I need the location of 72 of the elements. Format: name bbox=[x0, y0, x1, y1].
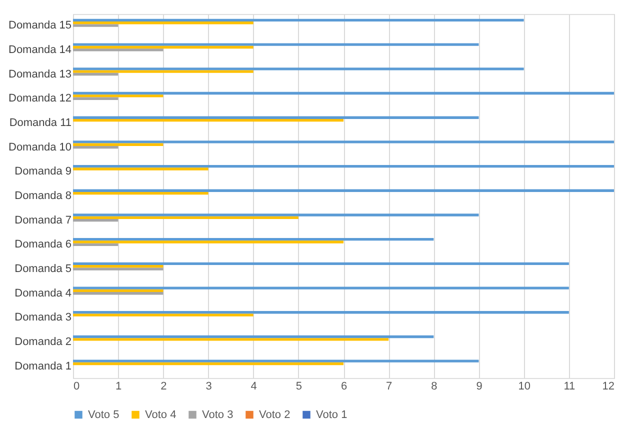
bar bbox=[73, 292, 164, 295]
bar bbox=[73, 192, 208, 195]
bar bbox=[73, 338, 389, 341]
y-tick-label: Domanda 10 bbox=[8, 141, 72, 154]
x-tick-label: 9 bbox=[476, 380, 482, 392]
x-tick-label: 11 bbox=[564, 380, 576, 392]
bar bbox=[73, 289, 164, 292]
bar bbox=[73, 362, 344, 366]
x-tick-label: 6 bbox=[340, 380, 348, 392]
bar bbox=[73, 189, 614, 192]
x-tick-label: 3 bbox=[206, 380, 212, 392]
y-tick-label: Domanda 12 bbox=[8, 92, 72, 105]
y-tick-label: Domanda 2 bbox=[14, 336, 72, 348]
bar bbox=[73, 240, 344, 244]
x-tick-label: 4 bbox=[250, 380, 257, 392]
bar bbox=[73, 46, 254, 49]
bar bbox=[73, 140, 614, 144]
bar bbox=[73, 219, 118, 222]
bar bbox=[73, 265, 164, 268]
y-tick-label: Domanda 11 bbox=[9, 116, 72, 129]
x-tick-label: 1 bbox=[116, 380, 122, 392]
bar bbox=[73, 286, 569, 290]
y-tick-label: Domanda 6 bbox=[14, 238, 72, 251]
bar bbox=[73, 24, 118, 27]
legend-label: Voto 3 bbox=[202, 408, 234, 421]
bar bbox=[73, 360, 479, 362]
legend-label: Voto 5 bbox=[88, 408, 120, 421]
bar bbox=[73, 168, 208, 170]
bar bbox=[73, 70, 254, 73]
bar bbox=[73, 22, 254, 24]
y-tick-label: Domanda 3 bbox=[14, 312, 72, 324]
x-tick-label: 8 bbox=[431, 380, 438, 392]
bar bbox=[73, 216, 298, 220]
bar bbox=[73, 116, 479, 119]
y-tick-label: Domanda 14 bbox=[8, 44, 72, 56]
legend-label: Voto 2 bbox=[259, 408, 290, 421]
y-tick-label: Domanda 1 bbox=[14, 360, 72, 372]
x-tick-label: 10 bbox=[518, 380, 530, 392]
bar bbox=[73, 268, 164, 270]
bar bbox=[73, 72, 118, 76]
bar bbox=[73, 18, 524, 22]
bar bbox=[73, 97, 118, 100]
bar bbox=[73, 118, 344, 122]
legend-label: Voto 1 bbox=[316, 408, 348, 421]
legend-label: Voto 4 bbox=[145, 408, 176, 421]
bar bbox=[73, 335, 434, 338]
bar bbox=[73, 214, 479, 216]
bar bbox=[73, 146, 118, 149]
x-tick-label: 12 bbox=[602, 380, 614, 392]
x-tick-label: 2 bbox=[160, 380, 167, 392]
bar bbox=[73, 243, 118, 246]
y-tick-label: Domanda 8 bbox=[14, 190, 72, 202]
x-tick-label: 0 bbox=[74, 380, 80, 392]
y-tick-label: Domanda 7 bbox=[14, 214, 72, 226]
bar bbox=[73, 314, 254, 316]
y-tick-label: Domanda 15 bbox=[8, 20, 72, 32]
bar bbox=[73, 238, 434, 241]
bar bbox=[73, 143, 164, 146]
y-tick-label: Domanda 13 bbox=[8, 68, 72, 80]
x-tick-label: 5 bbox=[296, 380, 302, 392]
bar bbox=[73, 92, 614, 95]
y-tick-label: Domanda 4 bbox=[14, 287, 72, 300]
bar bbox=[73, 48, 164, 52]
bar bbox=[73, 262, 569, 266]
y-tick-label: Domanda 9 bbox=[14, 166, 72, 178]
bar bbox=[73, 43, 479, 46]
y-tick-label: Domanda 5 bbox=[14, 263, 72, 276]
bar bbox=[73, 164, 614, 168]
bar bbox=[73, 68, 524, 70]
bar bbox=[73, 94, 164, 98]
x-tick-label: 7 bbox=[386, 380, 392, 392]
bar bbox=[73, 311, 569, 314]
